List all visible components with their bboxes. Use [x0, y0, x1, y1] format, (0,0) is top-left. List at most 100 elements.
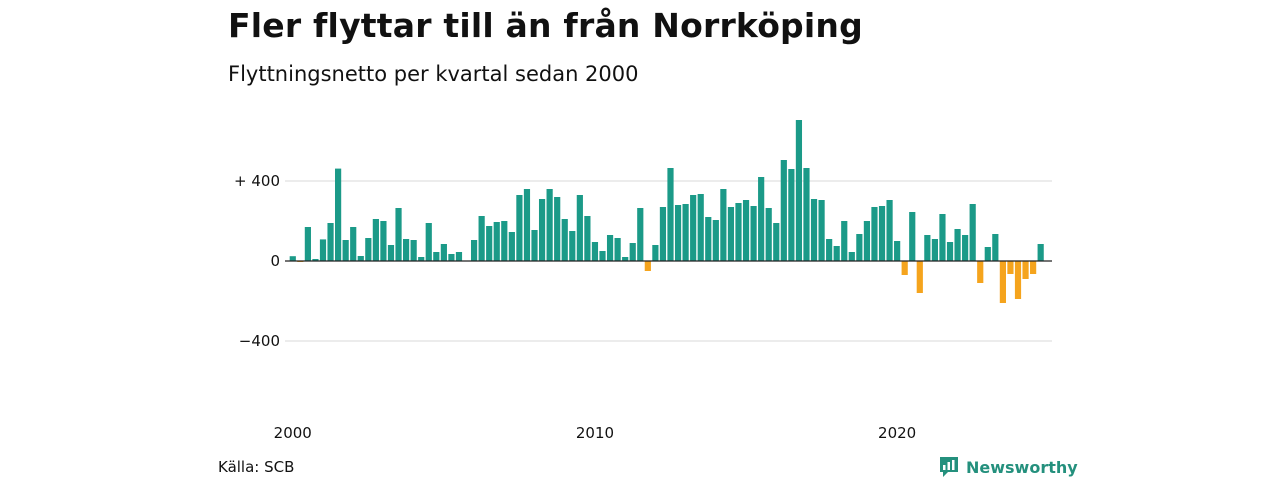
- bar: [380, 221, 387, 261]
- bar: [712, 220, 719, 261]
- bar: [962, 235, 969, 261]
- bar: [697, 194, 704, 261]
- bar: [909, 212, 916, 261]
- bar: [758, 177, 765, 261]
- bar: [538, 199, 546, 261]
- brand-logo[interactable]: Newsworthy: [938, 455, 1078, 479]
- bar: [871, 207, 878, 261]
- bar: [705, 217, 712, 261]
- bar: [629, 243, 636, 261]
- bar: [433, 252, 440, 261]
- bar: [387, 245, 395, 261]
- bar: [886, 200, 893, 261]
- bar: [765, 208, 772, 261]
- y-tick-label: −400: [239, 332, 280, 350]
- bar: [403, 239, 410, 261]
- bar: [448, 254, 455, 261]
- bar: [418, 257, 425, 261]
- bar: [357, 256, 364, 261]
- bar: [584, 216, 591, 261]
- bar: [335, 168, 342, 261]
- bar: [818, 200, 825, 261]
- y-axis-tick-labels: + 400 0 −400: [234, 172, 280, 350]
- bar: [939, 214, 946, 261]
- bar: [750, 206, 757, 261]
- bar: [365, 238, 372, 261]
- bar: [508, 232, 515, 261]
- bar: [410, 240, 417, 261]
- bar: [350, 227, 357, 261]
- newsworthy-logo-icon: [940, 457, 958, 477]
- bar: [901, 261, 908, 275]
- bar: [826, 239, 833, 261]
- bar: [319, 239, 327, 261]
- bar: [931, 239, 938, 261]
- y-tick-label: 0: [270, 252, 280, 270]
- bar: [606, 235, 614, 261]
- bar: [1037, 244, 1044, 261]
- bar: [848, 252, 855, 261]
- bar: [810, 199, 818, 261]
- bar: [546, 189, 553, 261]
- bar: [493, 222, 500, 261]
- x-tick-label: 2000: [274, 424, 312, 442]
- bar: [727, 207, 735, 261]
- bar: [992, 234, 999, 261]
- bar: [561, 219, 568, 261]
- source-note: Källa: SCB: [218, 458, 295, 476]
- bar: [803, 168, 810, 261]
- bar: [674, 205, 682, 261]
- bar: [576, 195, 583, 261]
- bar: [878, 206, 886, 261]
- bar: [342, 240, 349, 261]
- bar: [478, 216, 485, 261]
- bar: [894, 241, 901, 261]
- bar: [523, 189, 531, 261]
- bar: [735, 203, 742, 261]
- bar: [652, 245, 659, 261]
- bar: [637, 208, 644, 261]
- x-tick-label: 2010: [576, 424, 614, 442]
- y-tick-label: + 400: [234, 172, 280, 190]
- bar: [1022, 261, 1029, 279]
- bar: [999, 261, 1006, 303]
- bar: [599, 251, 606, 261]
- bar: [795, 120, 803, 261]
- bar: [977, 261, 984, 283]
- bar: [304, 227, 311, 261]
- bar: [486, 226, 493, 261]
- bar: [863, 221, 871, 261]
- bar: [516, 195, 523, 261]
- bar: [395, 208, 402, 261]
- x-tick-label: 2020: [878, 424, 916, 442]
- bar: [470, 240, 478, 261]
- bar: [289, 256, 296, 261]
- bar: [501, 221, 508, 261]
- x-axis-tick-labels: 2000 2010 2020: [274, 424, 917, 442]
- bar: [659, 207, 667, 261]
- bar: [372, 219, 379, 261]
- bar: [841, 221, 848, 261]
- bar: [327, 223, 334, 261]
- bar: [984, 247, 991, 261]
- bar: [622, 257, 629, 261]
- bar: [916, 261, 923, 293]
- bar: [614, 238, 621, 261]
- bar: [969, 204, 976, 261]
- bar: [780, 160, 787, 261]
- bar: [425, 223, 432, 261]
- bar: [788, 169, 795, 261]
- bar: [954, 229, 961, 261]
- chart-title: Fler flyttar till än från Norrköping: [228, 6, 863, 45]
- bar: [690, 195, 697, 261]
- bar: [946, 242, 954, 261]
- bar: [531, 230, 538, 261]
- bars: [289, 120, 1044, 303]
- bar: [569, 231, 576, 261]
- bar: [856, 234, 863, 261]
- bar: [312, 259, 319, 261]
- bar: [1030, 261, 1037, 274]
- bar: [644, 261, 651, 271]
- bar: [455, 252, 463, 261]
